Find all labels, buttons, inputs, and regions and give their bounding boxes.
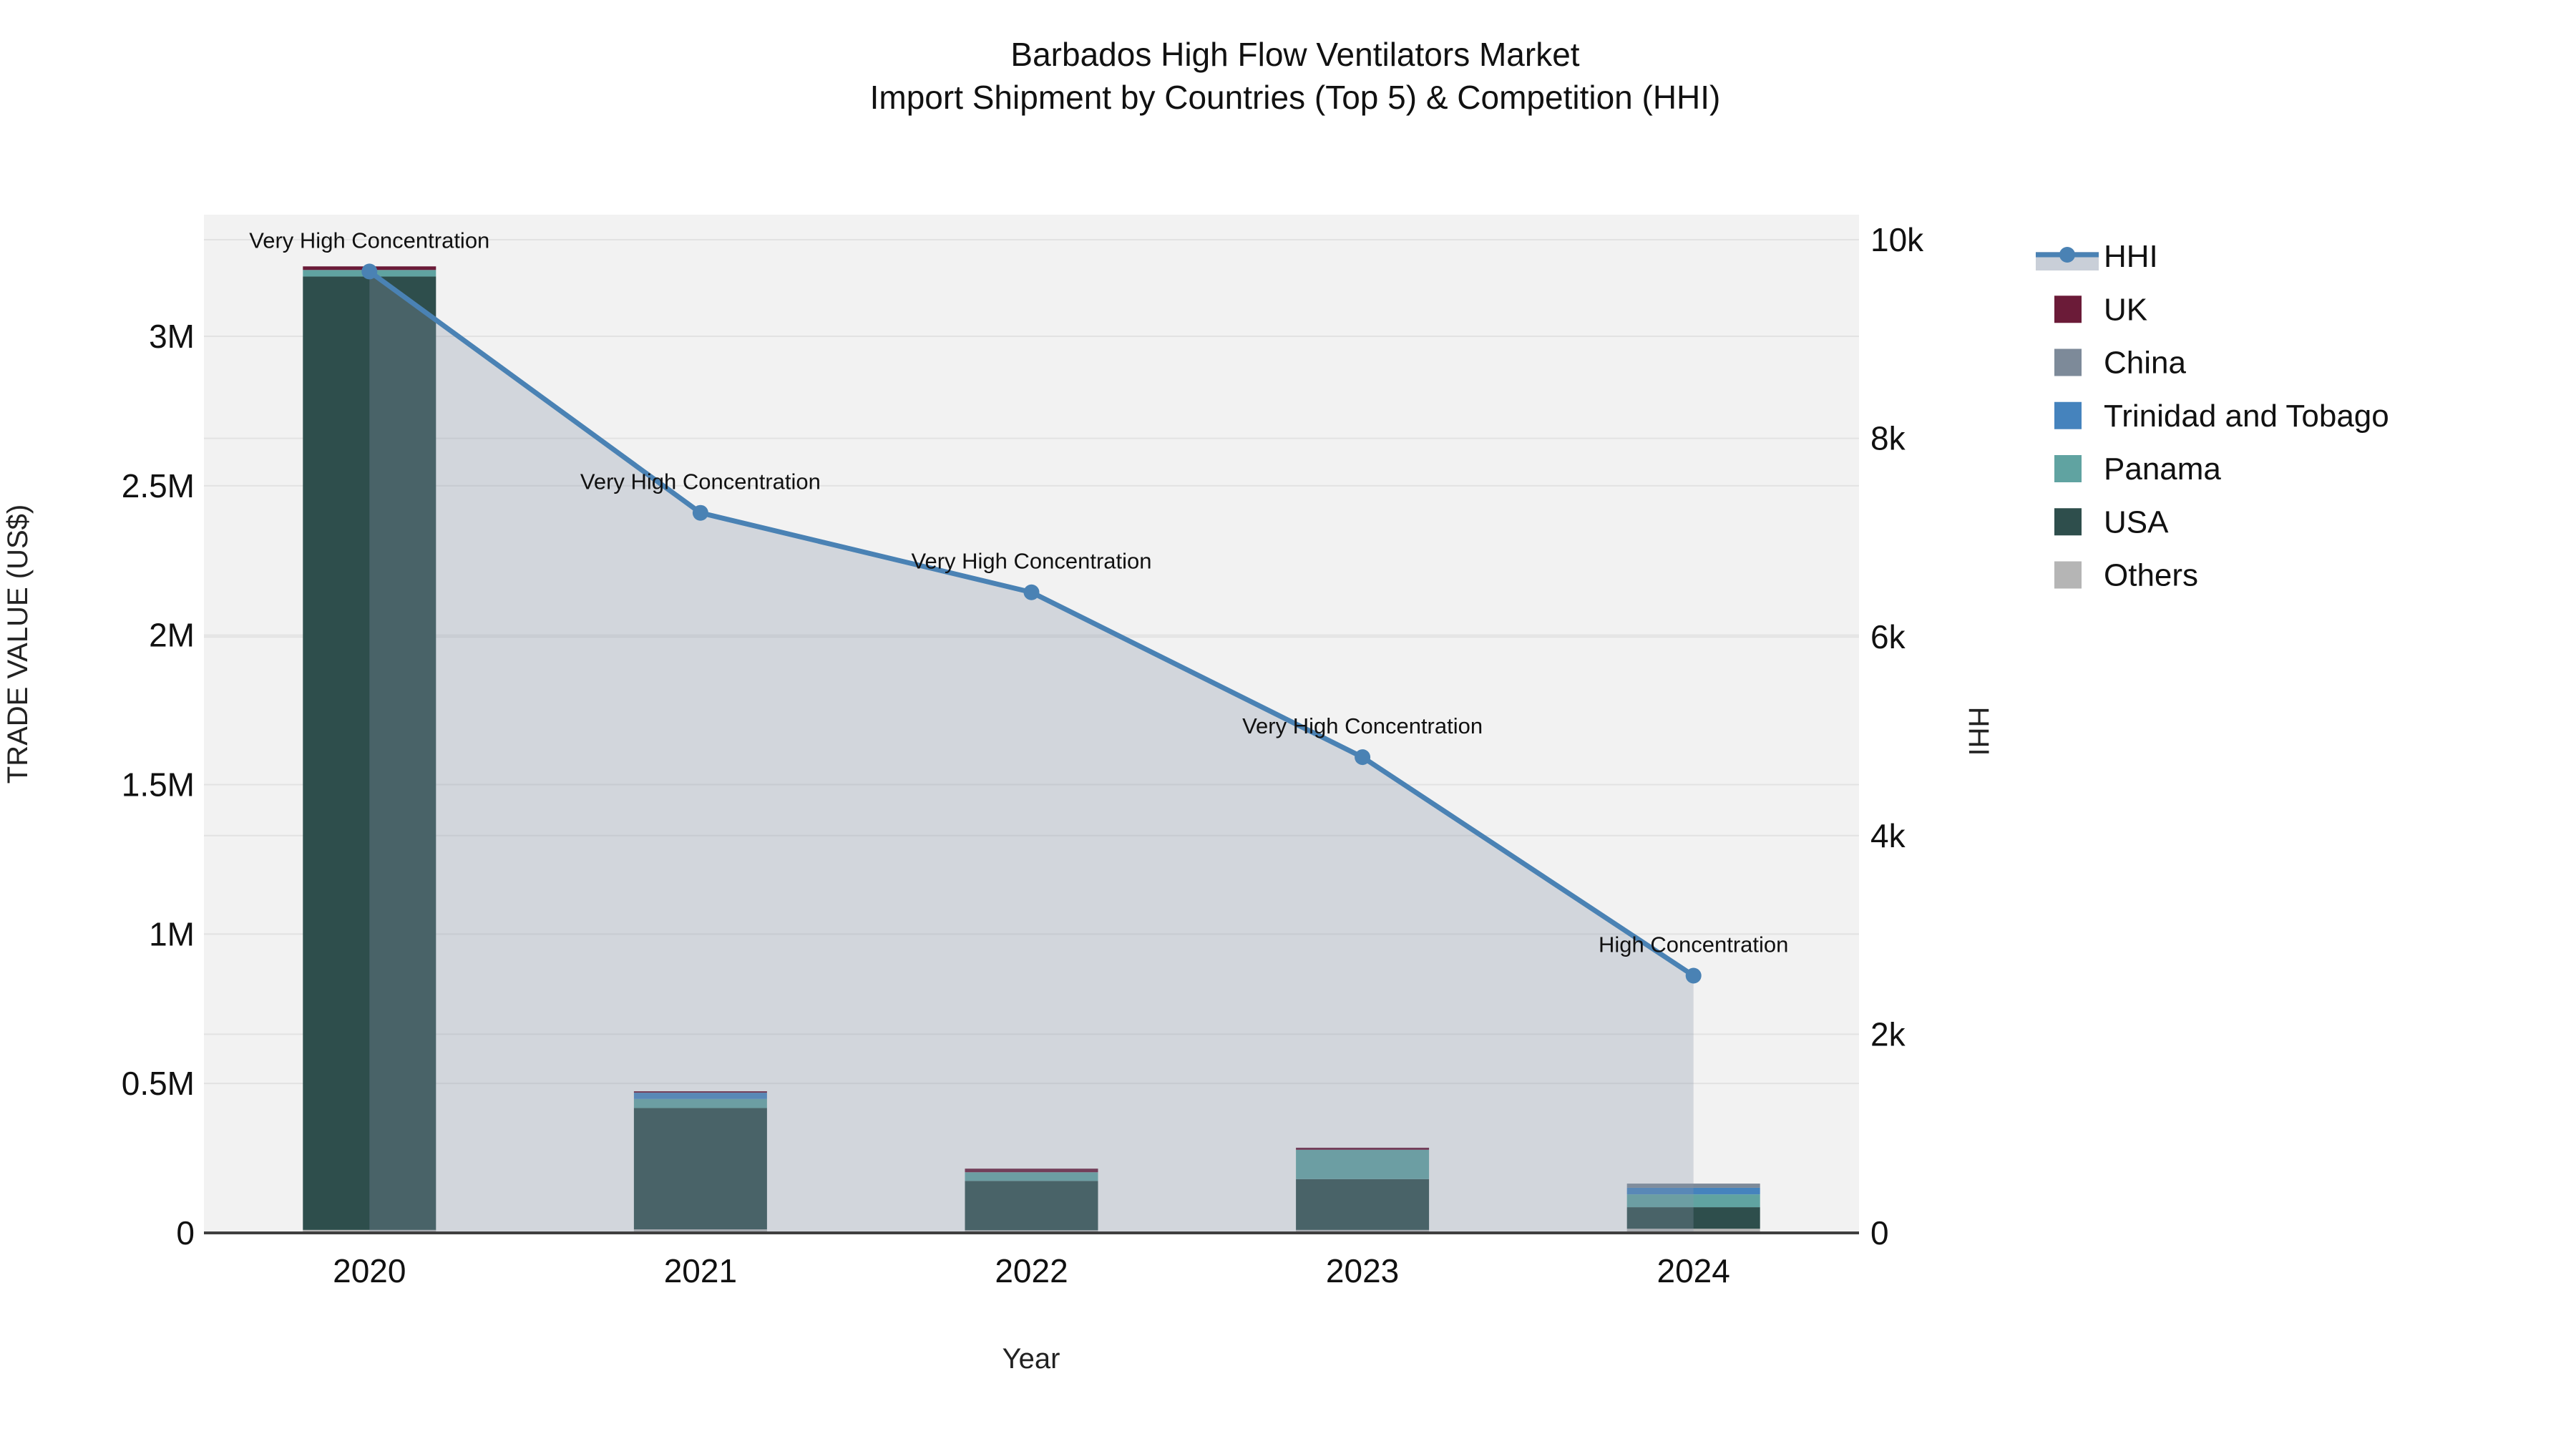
bar-segment-trinidad-and-tobago-2021[interactable] [633,1093,767,1099]
legend-label-others: Others [2104,558,2198,593]
tick-labels-layer: 0 0.5M 1M 1.5M 2M 2.5M 3M 0 2k 4k 6k 8k 10k 2020 2021 2… [122,221,1924,1289]
bar-segment-china-2024[interactable] [1626,1184,1760,1188]
legend-item-hhi[interactable]: HHI [2036,239,2158,274]
hhi-area-fill [369,271,1694,1233]
legend-item-panama[interactable]: Panama [2054,452,2221,487]
left-tick-3M: 3M [149,318,195,355]
bar-segment-uk-2023[interactable] [1296,1147,1430,1150]
x-tick-2020: 2020 [333,1252,406,1289]
legend-swatch-china [2054,348,2082,376]
left-tick-1M: 1M [149,915,195,952]
right-tick-2k: 2k [1870,1015,1906,1053]
annotation-2022: Very High Concentration [911,549,1151,574]
legend-label-usa: USA [2104,504,2169,540]
bar-segment-others-2020[interactable] [303,1229,436,1233]
legend-item-uk[interactable]: UK [2054,292,2147,327]
bar-segment-others-2024[interactable] [1626,1229,1760,1233]
legend-item-china[interactable]: China [2054,346,2186,381]
bar-segment-usa-2020[interactable] [303,276,436,1230]
chart-title-line1: Barbados High Flow Ventilators Market [1010,36,1579,73]
left-tick-2.5M: 2.5M [122,467,195,504]
bar-segment-usa-2023[interactable] [1296,1179,1430,1230]
legend-label-panama: Panama [2104,452,2221,487]
legend-swatch-usa [2054,508,2082,536]
legend-swatch-panama [2054,455,2082,482]
hhi-marker-2022[interactable] [1023,584,1040,600]
hhi-marker-2020[interactable] [361,263,378,280]
gridlines-layer [204,239,1859,1085]
hhi-marker-2023[interactable] [1355,749,1371,766]
legend-label-uk: UK [2104,292,2147,327]
left-tick-2M: 2M [149,617,195,654]
right-tick-8k: 8k [1870,420,1906,457]
legend: HHI UK China Trinidad and Tobago Panama USA Ot… [2036,239,2389,593]
legend-label-china: China [2104,346,2186,381]
bar-segment-panama-2021[interactable] [633,1098,767,1108]
legend-item-usa[interactable]: USA [2054,504,2169,540]
plot-background [204,215,1859,1233]
right-tick-4k: 4k [1870,817,1906,854]
right-tick-10k: 10k [1870,221,1924,258]
legend-label-hhi: HHI [2104,239,2158,274]
legend-item-trinidad-and-tobago[interactable]: Trinidad and Tobago [2054,399,2389,434]
legend-item-others[interactable]: Others [2054,558,2198,593]
annotation-2024: High Concentration [1599,932,1788,957]
legend-label-trinidad-and-tobago: Trinidad and Tobago [2104,399,2389,434]
left-tick-0.5M: 0.5M [122,1065,195,1102]
bar-segment-panama-2024[interactable] [1626,1194,1760,1208]
x-tick-2023: 2023 [1326,1252,1399,1289]
left-tick-1.5M: 1.5M [122,766,195,804]
bar-segment-uk-2022[interactable] [965,1169,1098,1173]
bar-segment-uk-2021[interactable] [633,1091,767,1093]
legend-hhi-marker-icon [2059,247,2075,263]
x-axis-title: Year [1002,1343,1060,1375]
bar-segment-panama-2022[interactable] [965,1172,1098,1181]
legend-swatch-trinidad-and-tobago [2054,401,2082,429]
hhi-area-layer [369,271,1694,1233]
x-tick-2022: 2022 [995,1252,1068,1289]
annotation-2023: Very High Concentration [1242,713,1483,738]
chart-title-line2: Import Shipment by Countries (Top 5) & C… [870,79,1721,116]
bar-segment-panama-2023[interactable] [1296,1149,1430,1179]
x-tick-2021: 2021 [664,1252,737,1289]
bar-segment-others-2021[interactable] [633,1229,767,1233]
left-axis-title: TRADE VALUE (US$) [2,504,34,784]
annotation-2021: Very High Concentration [580,469,821,494]
right-tick-0: 0 [1870,1214,1889,1252]
bar-segment-others-2023[interactable] [1296,1229,1430,1233]
annotation-2020: Very High Concentration [249,228,489,253]
hhi-line-layer [361,263,1702,984]
legend-swatch-others [2054,561,2082,589]
x-tick-2024: 2024 [1657,1252,1730,1289]
left-tick-0: 0 [176,1214,195,1252]
legend-swatch-uk [2054,296,2082,323]
annotations-layer: Very High Concentration Very High Concent… [249,228,1788,957]
hhi-marker-2024[interactable] [1685,967,1702,984]
bar-segment-trinidad-and-tobago-2024[interactable] [1626,1187,1760,1195]
hhi-marker-2021[interactable] [692,504,708,521]
bar-segment-usa-2021[interactable] [633,1108,767,1229]
bar-segment-usa-2024[interactable] [1626,1207,1760,1229]
right-tick-6k: 6k [1870,618,1906,655]
right-axis-title: HHI [1963,707,1994,756]
bar-segment-usa-2022[interactable] [965,1181,1098,1231]
